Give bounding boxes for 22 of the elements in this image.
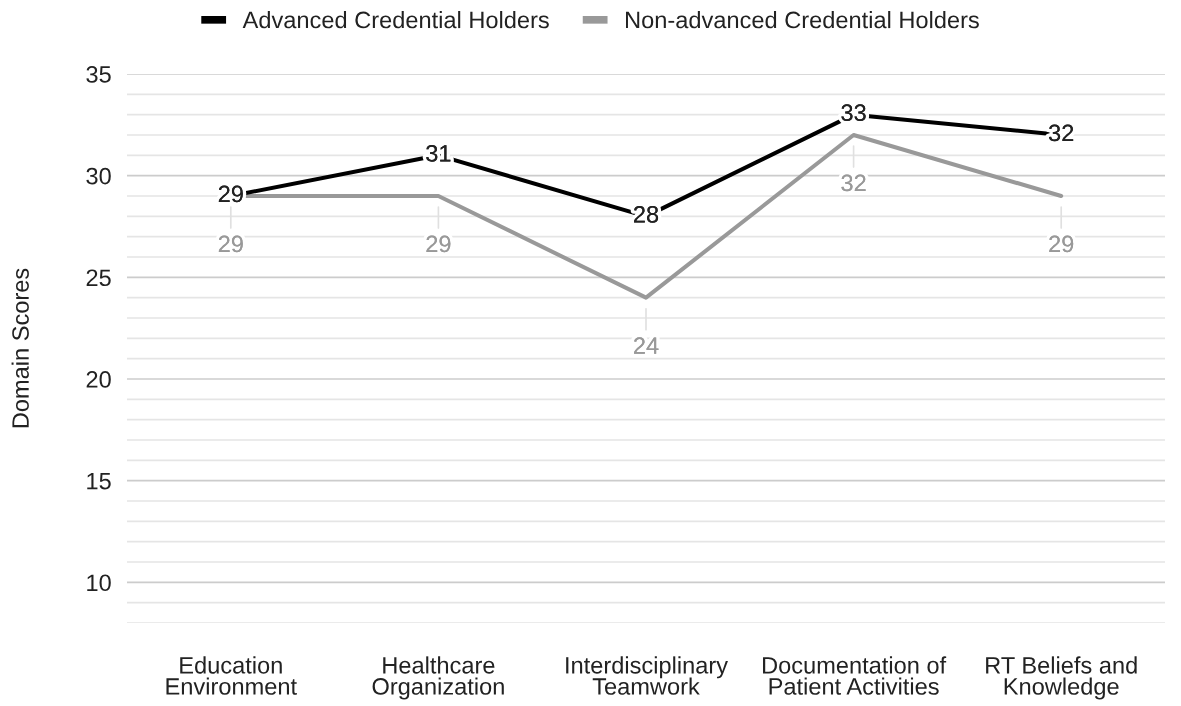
y-tick-label: 25 bbox=[86, 269, 111, 287]
x-tick-label: Healthcare Organization bbox=[372, 656, 504, 700]
data-label: 29 bbox=[1049, 235, 1074, 253]
y-axis-title: Domain Scores bbox=[11, 268, 29, 428]
data-label: 29 bbox=[426, 235, 451, 253]
y-tick-label: 10 bbox=[87, 574, 111, 592]
legend-label: Non-advanced Credential Holders bbox=[626, 11, 979, 29]
data-label: 24 bbox=[634, 337, 659, 354]
x-tick-label: RT Beliefs and Knowledge bbox=[986, 656, 1137, 700]
data-label: 28 bbox=[634, 205, 659, 223]
data-label: 29 bbox=[218, 185, 243, 203]
x-tick-label: Interdisciplinary Teamwork bbox=[566, 656, 728, 695]
x-tick-label: Education Environment bbox=[166, 656, 297, 695]
y-tick-label: 30 bbox=[86, 167, 111, 185]
x-tick-label: Documentation of Patient Activities bbox=[763, 656, 947, 695]
y-tick-label: 15 bbox=[87, 472, 111, 490]
legend-label: Advanced Credential Holders bbox=[242, 11, 549, 29]
y-tick-label: 35 bbox=[86, 66, 111, 83]
data-label: 32 bbox=[841, 174, 866, 192]
y-tick-label: 20 bbox=[86, 371, 111, 388]
data-label: 32 bbox=[1048, 124, 1074, 142]
data-label: 29 bbox=[218, 235, 243, 253]
